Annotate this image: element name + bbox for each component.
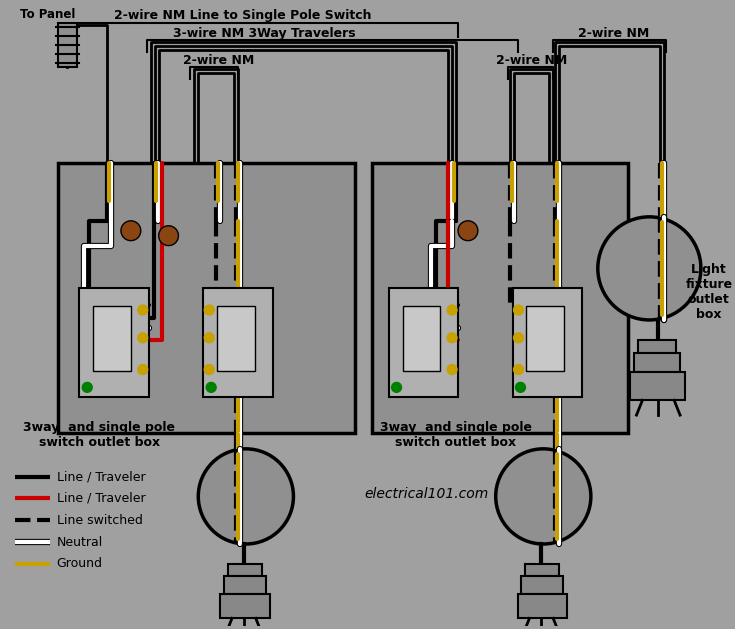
Text: Line / Traveler: Line / Traveler [57, 470, 145, 483]
Circle shape [82, 382, 92, 392]
Bar [57, 164, 355, 433]
Text: 3way  and single pole
switch outlet box: 3way and single pole switch outlet box [380, 421, 532, 449]
Circle shape [514, 365, 523, 374]
Bar [217, 306, 255, 370]
Bar [220, 594, 270, 618]
Circle shape [204, 305, 214, 315]
Text: 2-wire NM: 2-wire NM [578, 28, 649, 40]
Circle shape [514, 333, 523, 343]
Bar [403, 306, 440, 370]
Text: 2-wire NM: 2-wire NM [495, 54, 567, 67]
Bar [389, 288, 458, 398]
Text: 3-wire NM 3Way Travelers: 3-wire NM 3Way Travelers [173, 28, 356, 40]
Bar [517, 594, 567, 618]
Text: To Panel: To Panel [20, 8, 75, 21]
Text: Line / Traveler: Line / Traveler [57, 492, 145, 505]
Circle shape [198, 449, 293, 544]
Bar [630, 372, 685, 400]
Text: Line switched: Line switched [57, 514, 143, 526]
Text: 2-wire NM: 2-wire NM [184, 54, 254, 67]
Circle shape [447, 365, 457, 374]
Bar [93, 306, 131, 370]
Circle shape [458, 221, 478, 241]
Circle shape [137, 305, 148, 315]
Bar [521, 576, 563, 594]
Circle shape [495, 449, 591, 544]
Bar [512, 288, 582, 398]
Circle shape [121, 221, 141, 241]
Circle shape [598, 217, 701, 320]
Bar [79, 288, 148, 398]
Bar [639, 340, 676, 353]
Bar [372, 164, 628, 433]
Bar [526, 306, 564, 370]
Circle shape [159, 226, 179, 245]
Circle shape [204, 365, 214, 374]
Circle shape [515, 382, 526, 392]
Bar [526, 564, 559, 576]
Bar [634, 353, 680, 372]
Text: Neutral: Neutral [57, 535, 103, 548]
Text: 3way  and single pole
switch outlet box: 3way and single pole switch outlet box [23, 421, 175, 449]
Circle shape [137, 333, 148, 343]
Bar [228, 564, 262, 576]
Circle shape [447, 305, 457, 315]
Circle shape [514, 305, 523, 315]
Circle shape [447, 333, 457, 343]
Text: Ground: Ground [57, 557, 102, 571]
Bar [224, 576, 265, 594]
Text: 2-wire NM Line to Single Pole Switch: 2-wire NM Line to Single Pole Switch [114, 9, 371, 21]
Circle shape [207, 382, 216, 392]
Circle shape [137, 365, 148, 374]
Bar [204, 288, 273, 398]
Circle shape [392, 382, 401, 392]
Bar [57, 23, 77, 67]
Text: electrical101.com: electrical101.com [364, 487, 489, 501]
Text: Light
fixture
outlet
box: Light fixture outlet box [685, 263, 732, 321]
Circle shape [204, 333, 214, 343]
